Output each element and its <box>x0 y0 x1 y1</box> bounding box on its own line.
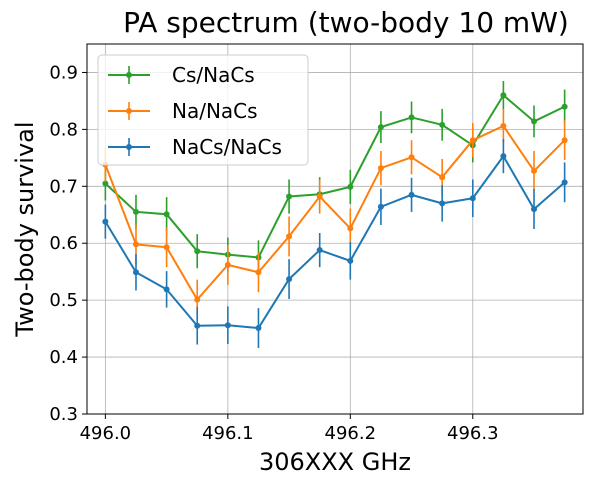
data-point <box>500 92 507 99</box>
data-point <box>194 322 201 329</box>
data-point <box>561 137 568 144</box>
legend-label: Na/NaCs <box>172 99 258 123</box>
legend-item: NaCs/NaCs <box>108 135 282 159</box>
chart-title: PA spectrum (two-body 10 mW) <box>123 6 569 39</box>
data-point <box>469 137 476 144</box>
series-line <box>104 94 566 259</box>
data-point <box>255 325 262 332</box>
x-tick-label: 496.2 <box>325 423 377 444</box>
plot-frame <box>86 43 584 415</box>
data-point <box>408 154 415 161</box>
axes: 496.0 496.1 496.2 496.3 0.3 0.4 0.5 0.6 0.7 0.8 0.… <box>49 62 498 444</box>
data-point <box>408 191 415 198</box>
data-point <box>377 203 384 210</box>
y-tick-label: 0.6 <box>49 233 78 254</box>
data-point <box>316 193 323 200</box>
data-point <box>102 218 109 225</box>
data-point <box>531 118 538 125</box>
y-tick-label: 0.9 <box>49 62 78 83</box>
data-point <box>347 225 354 232</box>
data-point <box>163 211 170 218</box>
data-point <box>132 208 139 215</box>
data-point <box>102 180 109 187</box>
legend-label: Cs/NaCs <box>172 63 255 87</box>
data-point <box>531 206 538 213</box>
data-point <box>439 200 446 207</box>
data-point <box>286 233 293 240</box>
data-point <box>194 296 201 303</box>
data-point <box>408 114 415 121</box>
series-area <box>102 81 568 348</box>
legend-item: Na/NaCs <box>108 99 258 123</box>
legend-label: NaCs/NaCs <box>172 135 282 159</box>
series-1 <box>102 108 568 320</box>
data-point <box>561 103 568 110</box>
y-tick-label: 0.5 <box>49 290 78 311</box>
data-point <box>347 257 354 264</box>
x-tick-label: 496.1 <box>202 423 254 444</box>
data-point <box>377 165 384 172</box>
y-tick-label: 0.3 <box>49 404 78 425</box>
y-axis-label: Two-body survival <box>11 121 39 337</box>
legend-marker <box>126 144 132 150</box>
legend-marker <box>126 72 132 78</box>
data-point <box>255 269 262 276</box>
series-2 <box>102 139 568 348</box>
legend-box <box>97 54 309 166</box>
legend-marker <box>126 108 132 114</box>
data-point <box>132 269 139 276</box>
data-point <box>500 153 507 160</box>
data-point <box>194 248 201 255</box>
data-point <box>316 247 323 254</box>
data-point <box>286 193 293 200</box>
data-point <box>439 121 446 128</box>
data-point <box>469 195 476 202</box>
y-tick-label: 0.8 <box>49 119 78 140</box>
legend: Cs/NaCs Na/NaCs NaCs/NaCs <box>97 54 309 166</box>
data-point <box>347 183 354 190</box>
data-point <box>286 276 293 283</box>
x-tick-label: 496.3 <box>447 423 499 444</box>
series-line <box>104 155 566 330</box>
series-line <box>104 124 566 301</box>
x-axis-label: 306XXX GHz <box>259 448 411 476</box>
legend-item: Cs/NaCs <box>108 63 255 87</box>
data-point <box>500 122 507 129</box>
data-point <box>132 241 139 248</box>
data-point <box>163 244 170 251</box>
y-tick-label: 0.4 <box>49 347 78 368</box>
data-point <box>531 167 538 174</box>
data-point <box>224 322 231 329</box>
data-point <box>377 124 384 131</box>
data-point <box>439 174 446 181</box>
data-point <box>163 286 170 293</box>
x-tick-label: 496.0 <box>80 423 132 444</box>
y-tick-label: 0.7 <box>49 176 78 197</box>
data-point <box>224 261 231 268</box>
data-point <box>561 179 568 186</box>
series-0 <box>102 81 568 275</box>
